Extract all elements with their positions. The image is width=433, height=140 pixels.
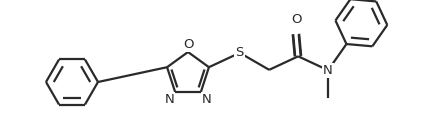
Text: S: S (236, 46, 244, 59)
Text: N: N (164, 93, 174, 106)
Text: N: N (323, 64, 333, 77)
Text: N: N (202, 93, 212, 106)
Text: O: O (183, 38, 193, 51)
Text: O: O (291, 13, 301, 26)
